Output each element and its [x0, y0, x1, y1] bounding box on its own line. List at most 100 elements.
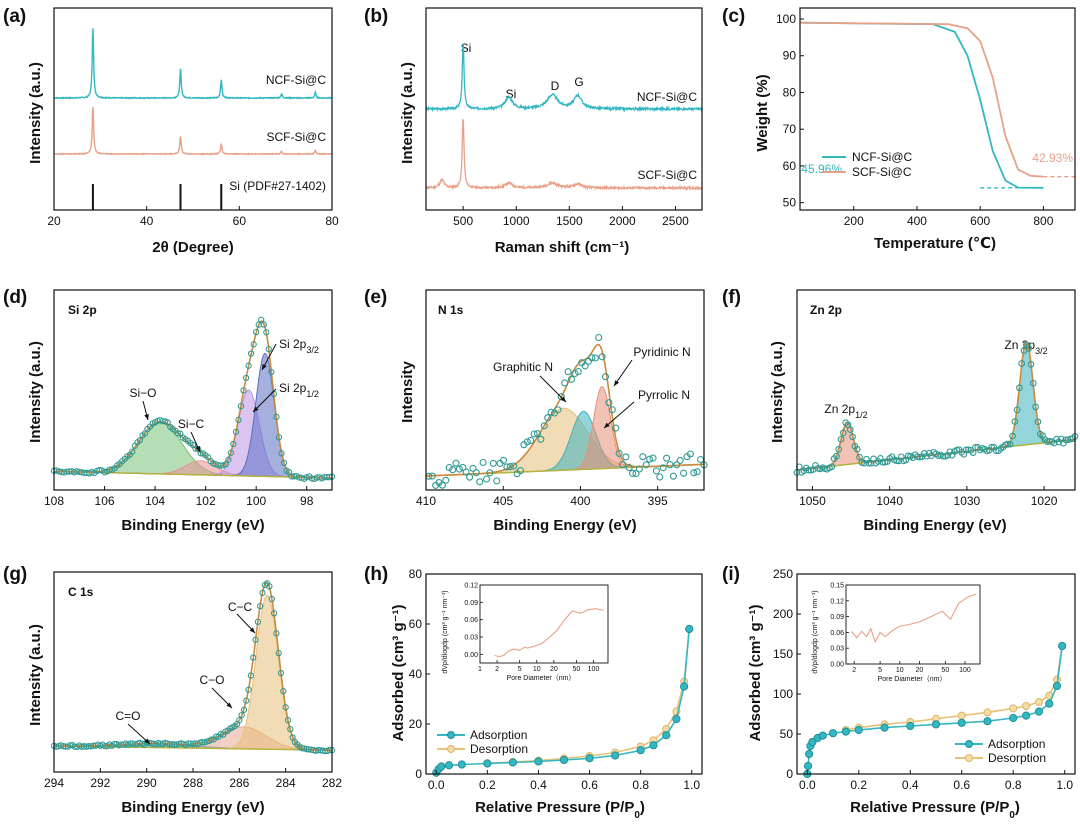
xps-data-point	[482, 475, 491, 483]
xps-data-point	[693, 468, 701, 476]
label-e-pyridinic: Pyridinic N	[633, 345, 690, 359]
panel-h-adsorption-point	[611, 751, 620, 760]
xps-data-point	[275, 649, 282, 657]
xps-data-point	[1018, 360, 1026, 367]
xps-data-point	[275, 434, 283, 441]
xps-data-point	[974, 444, 982, 451]
xps-data-point	[240, 387, 247, 394]
panel-i-desorption-point	[1034, 698, 1043, 706]
axis-xps-xtick-label: 400	[570, 494, 590, 508]
panel-i-desorption-point	[957, 711, 966, 720]
legend-h-des-label: Desorption	[470, 742, 528, 756]
panel-i-inset-ytick-label: 0.03	[830, 646, 844, 653]
axis-c-ytick-label: 100	[776, 12, 796, 26]
panel-h-inset-ytick-label: 0.00	[464, 652, 478, 659]
label-d-si2p32-main: Si 2p	[279, 337, 307, 351]
xps-data-point	[625, 464, 633, 472]
panel-h-adsorption-point	[680, 682, 689, 691]
xlabel-c: Temperature (℃)	[874, 235, 996, 252]
xps-data-point	[618, 461, 627, 469]
panel-i-xtick-label: 0.4	[902, 778, 919, 792]
xps-data-point	[83, 743, 90, 750]
ylabel-b: Intensity (a.u.)	[399, 62, 416, 164]
axis-c-ytick-label: 90	[783, 49, 797, 63]
axis-xps-xtick-label: 102	[196, 494, 216, 508]
xps-data-point	[237, 402, 245, 410]
xps-data-point	[550, 409, 559, 417]
label-d-sic: Si−C	[178, 417, 205, 431]
label-a-ncf: NCF-Si@C	[266, 73, 327, 87]
xps-data-point	[250, 341, 257, 348]
xps-data-point	[452, 459, 460, 467]
label-f-zn2p32-sub: 3/2	[1035, 346, 1048, 356]
ylabel-e: Intensity	[399, 361, 416, 423]
inset-h-ylabel: dVp/dlogdp (cm³ g⁻¹ nm⁻¹)	[442, 590, 449, 673]
panel-i-adsorption-point	[957, 718, 966, 727]
title-d: Si 2p	[68, 303, 97, 317]
label-b-ncf: NCF-Si@C	[637, 90, 698, 104]
xps-data-point	[941, 452, 949, 460]
axis-a-xtick-label: 40	[140, 214, 154, 228]
panel-h-adsorption-point	[636, 746, 645, 755]
panel-h-inset-xtick-label: 5	[518, 666, 522, 673]
panel-i-inset-line	[850, 593, 977, 644]
panel-h-adsorption-point	[508, 758, 517, 767]
xps-data-point	[311, 475, 318, 483]
panel-h-inset-ytick-label: 0.06	[464, 617, 478, 624]
xps-data-point	[835, 446, 843, 453]
title-f: Zn 2p	[810, 303, 842, 317]
xps-data-point	[268, 595, 275, 603]
xps-data-point	[574, 368, 582, 376]
label-e-graphitic: Graphitic N	[493, 360, 553, 374]
xps-data-point	[273, 413, 280, 421]
axis-c-xtick-label: 800	[1033, 214, 1053, 228]
xps-data-point	[469, 464, 477, 472]
panel-letter-h: (h)	[364, 564, 388, 585]
label-e-pyrrolic: Pyrrolic N	[638, 388, 690, 402]
xps-data-point	[527, 436, 535, 445]
xps-data-point	[252, 636, 259, 643]
xps-data-point	[289, 734, 296, 741]
xps-data-point	[1036, 430, 1044, 438]
panel-h-adsorption-point	[437, 762, 446, 771]
ylabel-i: Adsorbed (cm³ g⁻¹)	[747, 604, 764, 741]
panel-h-inset-xtick-label: 100	[588, 666, 600, 673]
axis-a-xtick-label: 20	[47, 214, 61, 228]
xps-data-point	[1023, 341, 1030, 349]
label-f-zn2p12-main: Zn 2p	[824, 402, 855, 416]
xps-data-point	[642, 461, 650, 469]
xps-data-point	[230, 440, 237, 448]
label-d-si2p32-sub: 3/2	[306, 345, 319, 355]
xps-data-point	[830, 455, 838, 462]
tga-line-scf	[799, 21, 1044, 178]
panel-i-frame	[796, 573, 1076, 775]
axis-a-xtick-label: 80	[325, 214, 339, 228]
axis-a-xtick-label: 60	[233, 214, 247, 228]
panel-h-adsorption-point	[534, 757, 543, 766]
xlabel-a: 2θ (Degree)	[152, 239, 233, 256]
panel-i-desorption-point	[1022, 702, 1031, 710]
panel-i-ytick-label: 50	[780, 727, 794, 741]
xps-data-point	[1006, 440, 1014, 448]
raman-line-scf	[425, 118, 703, 192]
tga-line-ncf	[799, 21, 1044, 189]
frame-layer: 20 40 60 80 500 1000 1500 2000 2500 200 400 600 8005…	[44, 7, 1076, 792]
axis-xps-xtick-label: 286	[229, 776, 249, 790]
label-a-scf: SCF-Si@C	[266, 130, 326, 144]
xps-data-point	[510, 462, 518, 470]
panel-h-inset-xtick-label: 1	[478, 666, 482, 673]
panel-i-adsorption-point	[983, 717, 992, 726]
panel-i-adsorption-point	[1021, 711, 1031, 720]
xps-data-point	[849, 433, 856, 441]
panel-h-inset-xtick-label: 2	[495, 666, 499, 673]
legend-i-des-marker	[965, 754, 973, 762]
xps-data-point	[839, 429, 847, 437]
xps-data-point	[697, 455, 705, 464]
arrow-d-si2p32-head	[262, 364, 267, 370]
xps-data-point	[428, 472, 436, 480]
plot-layer: 1 2 5 10 20 50 1000.000.030.060.090.122 5 10 20 50…	[50, 21, 1079, 779]
xps-data-point	[238, 711, 245, 719]
xps-data-point	[243, 697, 250, 704]
panel-i-adsorption-point	[931, 720, 941, 729]
xps-data-point	[595, 333, 603, 342]
